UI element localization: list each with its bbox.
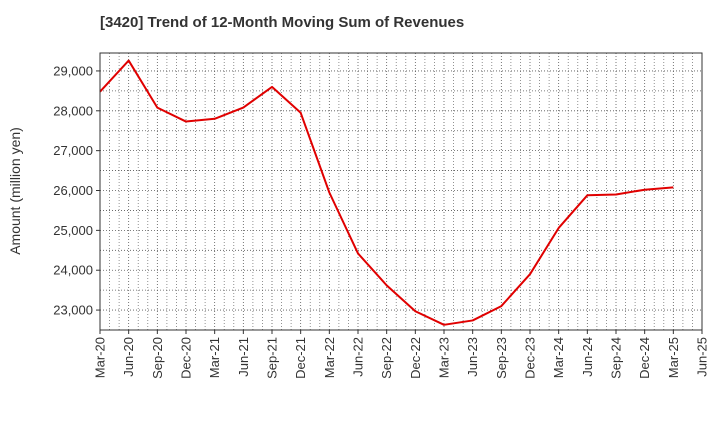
- x-tick-label: Sep-24: [609, 337, 624, 379]
- x-tick-label: Sep-21: [265, 337, 280, 379]
- y-tick-label: 24,000: [53, 263, 93, 278]
- chart-title: [3420] Trend of 12-Month Moving Sum of R…: [100, 14, 465, 31]
- x-tick-label: Dec-24: [637, 337, 652, 379]
- series-line: [99, 59, 674, 326]
- x-tick-label: Sep-22: [379, 337, 394, 379]
- x-tick-label: Mar-25: [666, 337, 681, 378]
- y-axis-label: Amount (million yen): [7, 127, 23, 255]
- x-tick-label: Mar-20: [93, 337, 108, 378]
- x-tick-label: Mar-24: [551, 337, 566, 378]
- x-tick-label: Jun-21: [236, 337, 251, 377]
- x-tick-label: Sep-20: [150, 337, 165, 379]
- x-tick-label: Jun-23: [465, 337, 480, 377]
- x-tick-label: Mar-23: [437, 337, 452, 378]
- y-tick-label: 28,000: [53, 103, 93, 118]
- plot-area: [100, 53, 702, 330]
- x-tick-label: Dec-23: [523, 337, 538, 379]
- y-tick-label: 29,000: [53, 63, 93, 78]
- x-tick-label: Jun-25: [695, 337, 710, 377]
- y-tick-label: 27,000: [53, 143, 93, 158]
- y-tick-label: 26,000: [53, 183, 93, 198]
- y-tick-label: 23,000: [53, 303, 93, 318]
- x-tick-label: Dec-21: [293, 337, 308, 379]
- x-tick-label: Jun-22: [351, 337, 366, 377]
- x-tick-label: Dec-22: [408, 337, 423, 379]
- x-tick-label: Sep-23: [494, 337, 509, 379]
- x-tick-label: Jun-24: [580, 337, 595, 377]
- x-tick-label: Mar-21: [207, 337, 222, 378]
- plot-frame: [99, 52, 703, 331]
- y-tick-label: 25,000: [53, 223, 93, 238]
- x-tick-label: Jun-20: [121, 337, 136, 377]
- x-tick-label: Mar-22: [322, 337, 337, 378]
- x-tick-label: Dec-20: [179, 337, 194, 379]
